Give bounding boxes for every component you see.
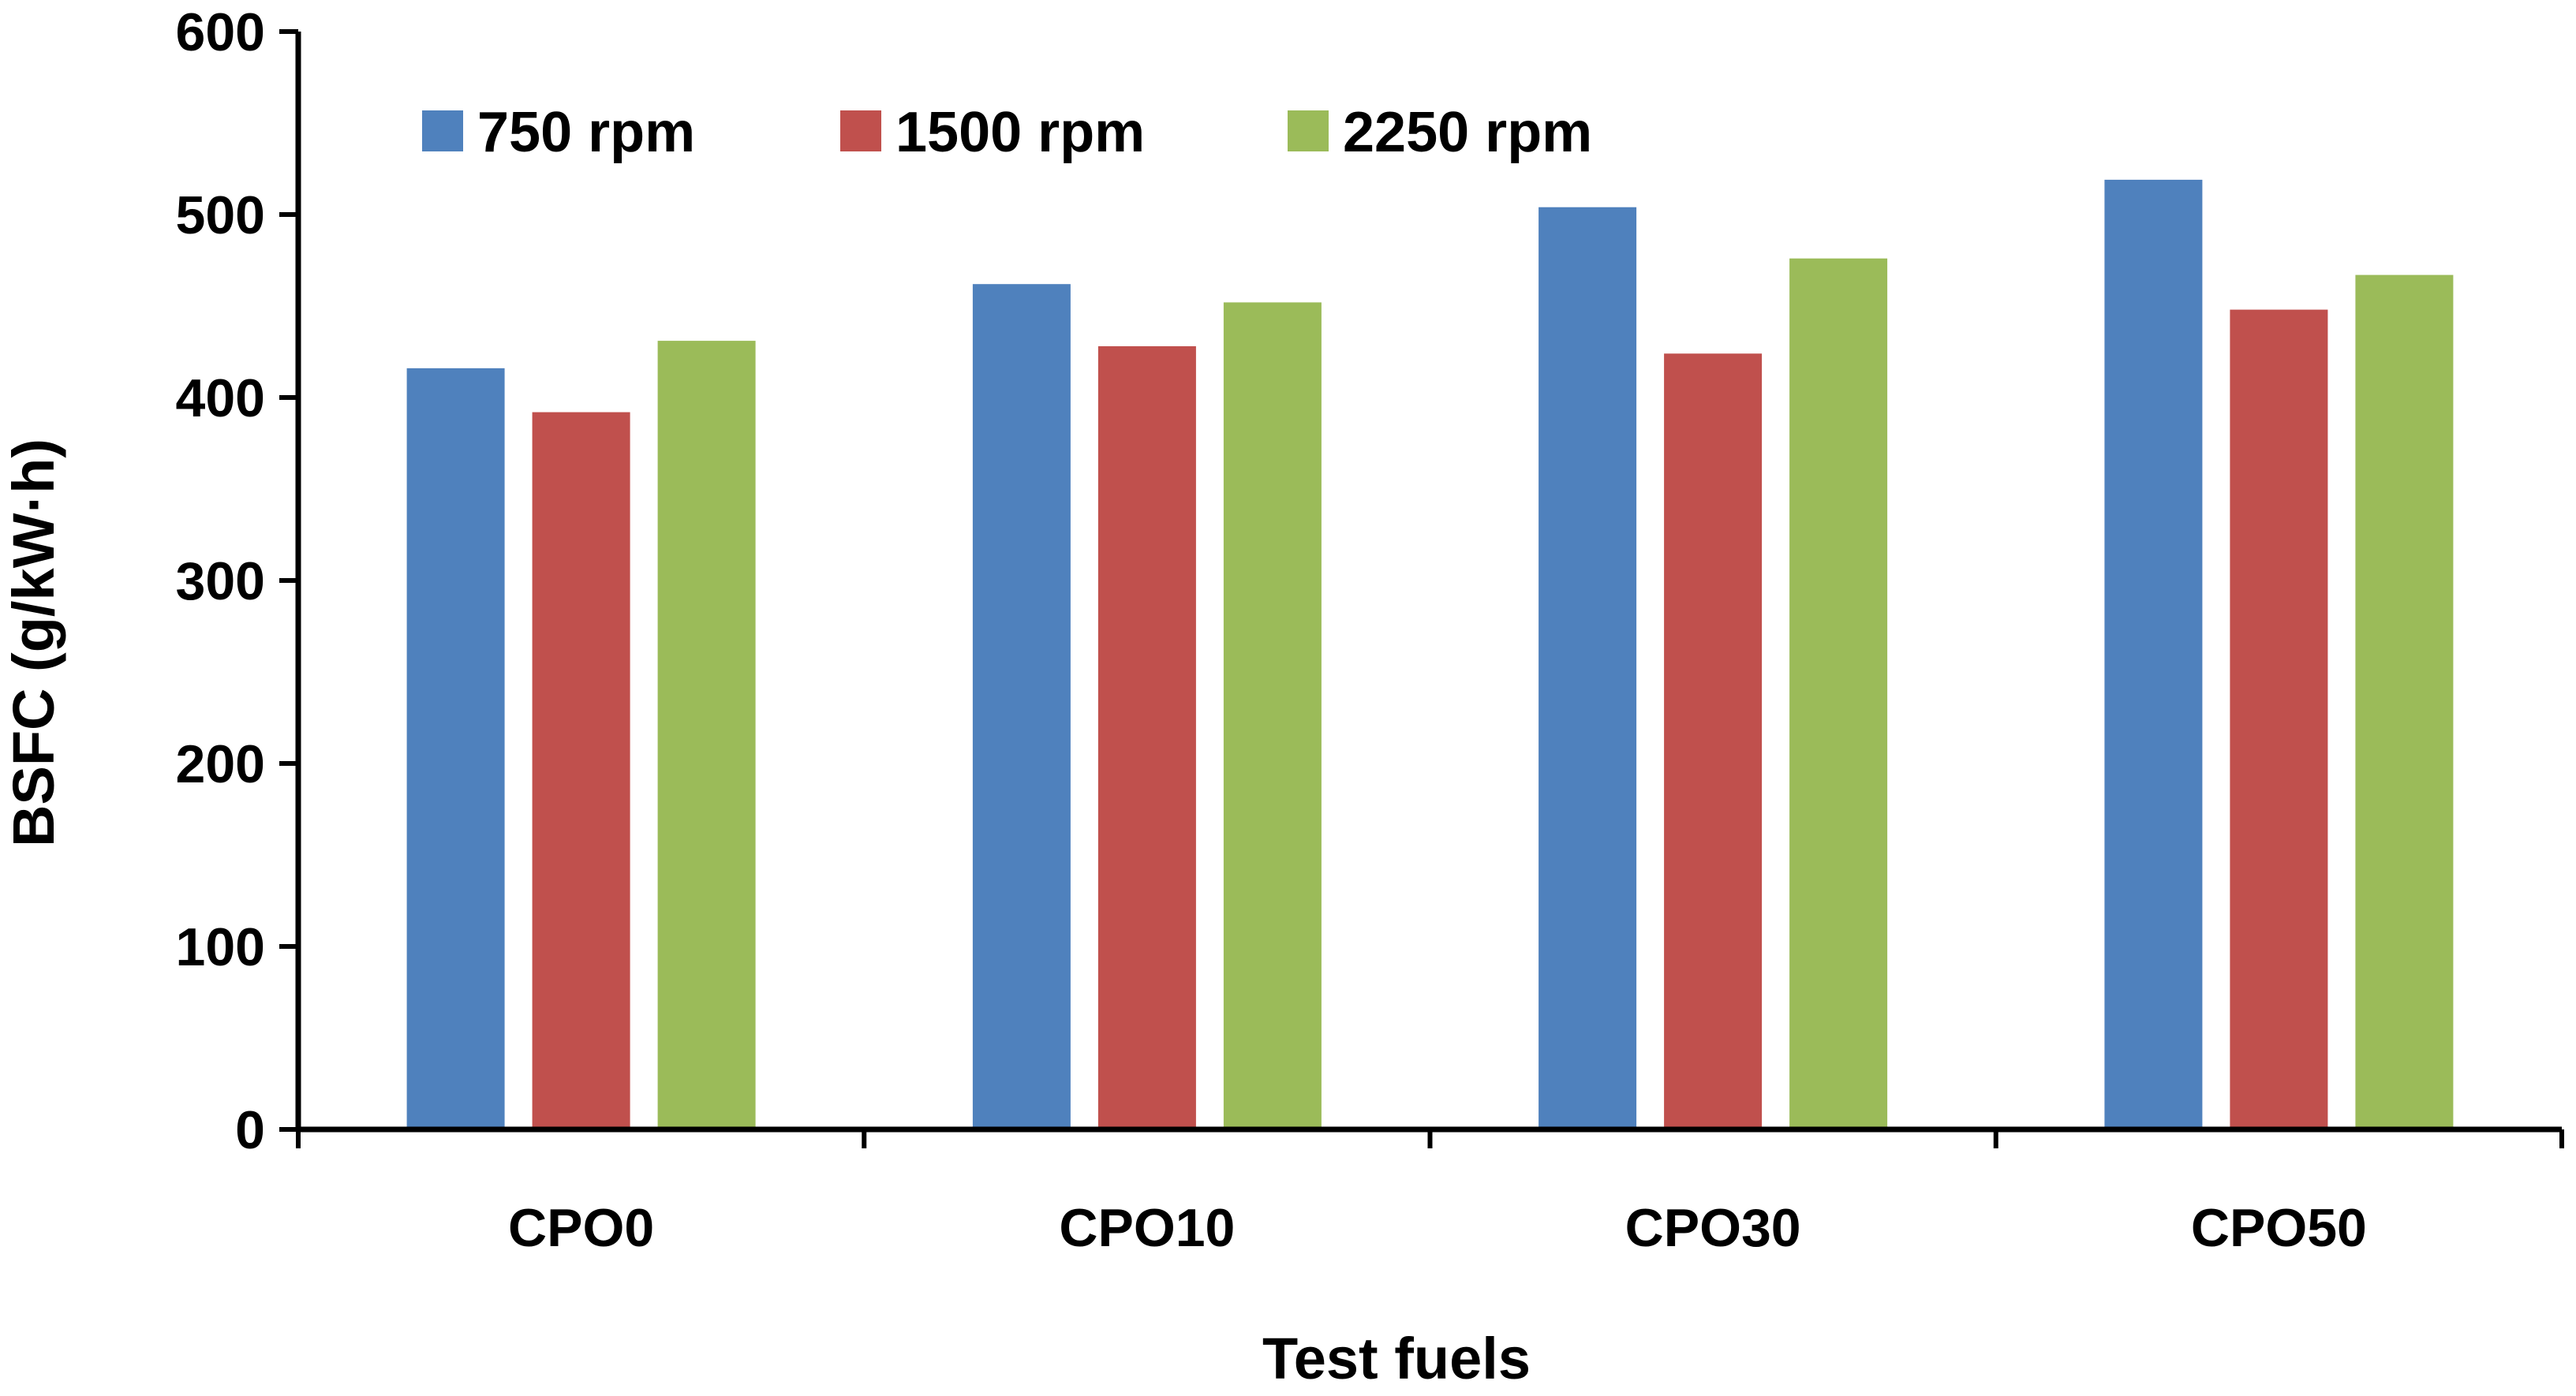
legend-swatch (1288, 110, 1329, 151)
y-tick-label: 0 (235, 1100, 265, 1160)
bar-cpo50-2250-rpm (2355, 274, 2454, 1130)
bar-cpo10-750-rpm (972, 284, 1071, 1130)
bar-cpo50-750-rpm (2104, 179, 2203, 1129)
legend-swatch (840, 110, 881, 151)
x-tick-label: CPO0 (508, 1198, 654, 1258)
bar-cpo10-2250-rpm (1223, 302, 1322, 1129)
bar-cpo30-1500-rpm (1664, 353, 1763, 1129)
legend-label: 1500 rpm (895, 101, 1145, 164)
bar-cpo0-1500-rpm (532, 412, 630, 1129)
x-tick-label: CPO50 (2191, 1198, 2367, 1258)
legend: 750 rpm 1500 rpm 2250 rpm (422, 101, 1592, 164)
x-axis-title: Test fuels (1262, 1326, 1531, 1391)
x-tick-label: CPO10 (1059, 1198, 1235, 1258)
bar-cpo50-1500-rpm (2230, 309, 2328, 1130)
y-tick-label: 100 (176, 917, 265, 977)
y-tick-label: 400 (176, 368, 265, 428)
y-tick-label: 500 (176, 185, 265, 245)
y-tick-label: 300 (176, 551, 265, 611)
bar-cpo10-1500-rpm (1097, 346, 1196, 1129)
y-tick-label: 200 (176, 734, 265, 794)
legend-label: 750 rpm (477, 101, 695, 164)
legend-label: 2250 rpm (1343, 101, 1592, 164)
y-tick-label: 600 (176, 2, 265, 62)
y-axis-title: BSFC (g/kW·h) (1, 439, 66, 847)
axes-layer: 0 100 200 300 400 500 600 CPO0 CPO10 CPO30 CPO50 (176, 2, 2564, 1258)
x-tick-label: CPO30 (1625, 1198, 1801, 1258)
bar-cpo30-2250-rpm (1789, 258, 1888, 1130)
bar-cpo0-750-rpm (406, 368, 505, 1129)
legend-swatch (422, 110, 463, 151)
bar-cpo0-2250-rpm (657, 341, 756, 1130)
bars-layer (406, 179, 2454, 1130)
bar-cpo30-750-rpm (1538, 207, 1637, 1130)
